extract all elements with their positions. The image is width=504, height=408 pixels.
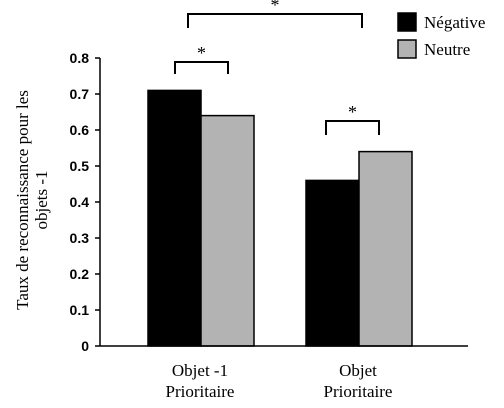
bar-negative-1 — [147, 89, 202, 347]
y-axis-label: Taux de reconnaissance pour les objets -1 — [13, 90, 51, 310]
y-tick-label: 0.8 — [70, 50, 90, 66]
significance-bracket-line — [187, 13, 363, 28]
significance-brackets: * * * — [174, 0, 380, 135]
significance-bracket-across: * — [187, 0, 363, 28]
legend-label-neutre: Neutre — [424, 40, 470, 59]
y-axis-ticks: 0 0.1 0.2 0.3 0.4 0.5 0.6 0.7 0.8 — [70, 50, 100, 354]
significance-star: * — [348, 102, 357, 122]
y-axis-label-line: objets -1 — [32, 170, 51, 229]
x-tick-label: Prioritaire — [324, 382, 393, 401]
bar-negative-2 — [305, 179, 360, 347]
y-axis-label-line: Taux de reconnaissance pour les — [13, 90, 32, 310]
legend-label-negative: Négative — [424, 13, 485, 32]
significance-bracket-line — [325, 120, 380, 135]
legend-swatch-neutre — [397, 39, 417, 59]
significance-bracket-group2: * — [325, 102, 380, 135]
y-tick-label: 0.6 — [70, 122, 90, 138]
y-tick-label: 0.7 — [70, 86, 90, 102]
y-tick-label: 0.3 — [70, 230, 90, 246]
x-axis-labels: Objet -1 Prioritaire Objet Prioritaire — [166, 361, 393, 401]
bar-neutre-1 — [200, 114, 255, 347]
y-axis-label-group: Taux de reconnaissance pour les objets -1 — [13, 90, 51, 310]
y-tick-label: 0.4 — [70, 194, 90, 210]
axes — [99, 58, 468, 347]
y-tick-label: 0.1 — [70, 302, 90, 318]
bar-neutre-2 — [358, 150, 413, 347]
significance-bracket-group1: * — [174, 43, 229, 74]
x-tick-label: Objet — [339, 361, 377, 380]
significance-star: * — [271, 0, 280, 15]
legend-swatch-negative — [397, 12, 417, 32]
y-tick-label: 0 — [81, 338, 89, 354]
legend: Négative Neutre — [397, 12, 485, 59]
x-tick-label: Prioritaire — [166, 382, 235, 401]
x-tick-label: Objet -1 — [172, 361, 228, 380]
bars — [147, 89, 413, 347]
significance-bracket-line — [174, 61, 229, 74]
significance-star: * — [197, 43, 206, 63]
y-tick-label: 0.5 — [70, 158, 90, 174]
y-tick-label: 0.2 — [70, 266, 90, 282]
